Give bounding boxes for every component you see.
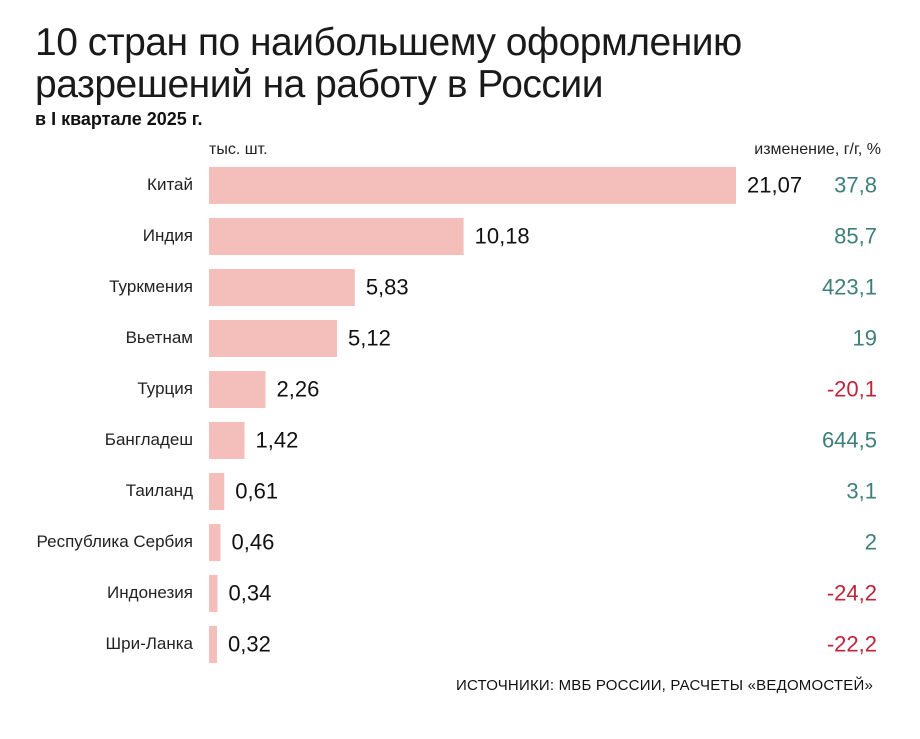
category-label: Республика Сербия [37,532,193,551]
value-label: 5,83 [366,274,409,299]
bar-0 [209,167,736,204]
chart-title-line1: 10 стран по наибольшему оформлению [35,21,742,64]
change-column-header: изменение, г/г, % [754,141,881,158]
category-label: Вьетнам [126,328,193,347]
source-note: ИСТОЧНИКИ: МВБ РОССИИ, РАСЧЕТЫ «ВЕДОМОСТ… [455,677,873,694]
category-label: Шри-Ланка [106,634,194,653]
change-label: -22,2 [827,631,877,656]
value-label: 1,42 [256,427,299,452]
bar-4 [209,371,266,408]
value-label: 10,18 [475,223,530,248]
chart-title: 10 стран по наибольшему оформлению разре… [35,22,742,106]
category-label: Таиланд [126,481,193,500]
value-label: 21,07 [747,172,802,197]
change-label: 2 [865,529,877,554]
bar-8 [209,575,218,612]
bar-1 [209,218,464,255]
change-label: 37,8 [834,172,877,197]
category-label: Индонезия [107,583,193,602]
value-label: 0,34 [229,580,272,605]
chart-title-line2: разрешений на работу в России [35,63,604,106]
bar-3 [209,320,338,357]
bar-6 [209,473,225,510]
bar-2 [209,269,355,306]
category-label: Турция [137,379,193,398]
change-label: -24,2 [827,580,877,605]
change-label: 3,1 [846,478,877,503]
category-label: Туркмения [109,277,193,296]
bar-9 [209,626,218,663]
category-label: Индия [143,226,193,245]
value-label: 0,46 [232,529,275,554]
change-label: 423,1 [822,274,877,299]
chart-subtitle: в I квартале 2025 г. [35,109,203,129]
value-label: 5,12 [348,325,391,350]
change-label: 644,5 [822,427,877,452]
category-label: Китай [147,175,193,194]
change-label: 85,7 [834,223,877,248]
category-label: Бангладеш [105,430,193,449]
change-label: -20,1 [827,376,877,401]
unit-label: тыс. шт. [209,141,268,158]
value-label: 0,32 [228,631,271,656]
change-label: 19 [853,325,877,350]
bar-5 [209,422,245,459]
value-label: 2,26 [277,376,320,401]
bar-7 [209,524,221,561]
value-label: 0,61 [235,478,278,503]
